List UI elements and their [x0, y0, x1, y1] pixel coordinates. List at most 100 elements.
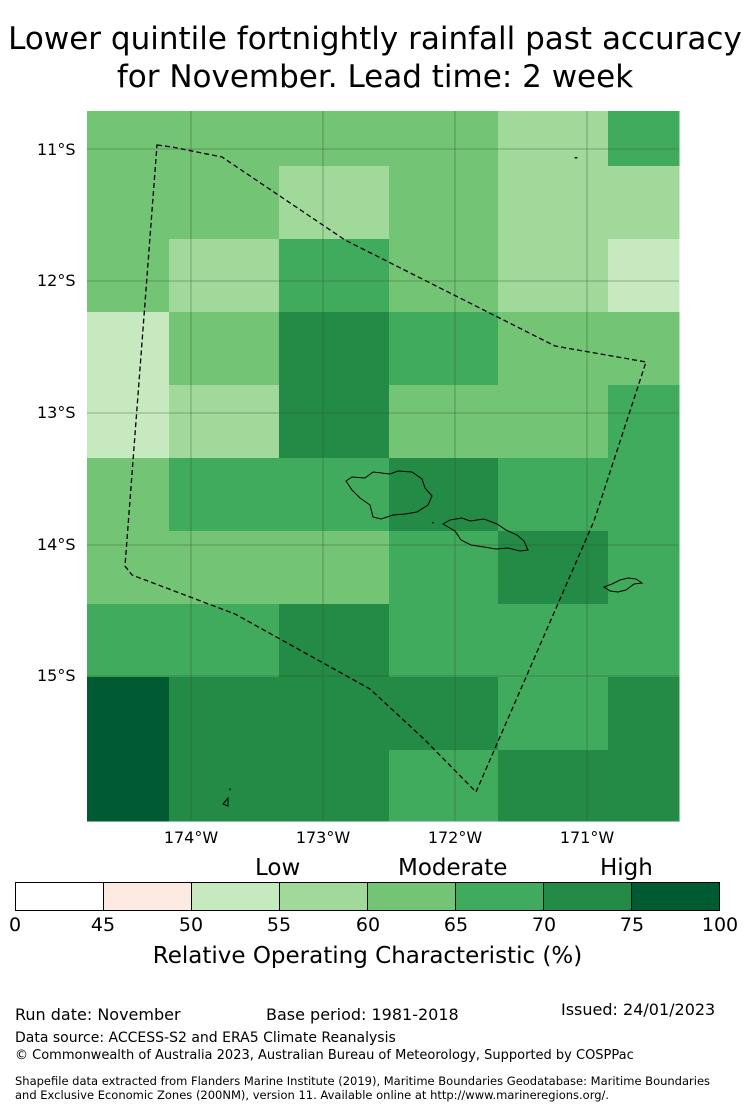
grid-cell [169, 604, 280, 678]
colorbar-segment [280, 883, 368, 910]
upolu-island [442, 517, 529, 552]
grid-cell [279, 458, 390, 532]
grid-cell [608, 312, 680, 386]
grid-cell [498, 385, 609, 459]
grid-cell [498, 750, 609, 822]
grid-cells [87, 111, 680, 822]
grid-cell [389, 239, 499, 313]
colorbar-tick-0: 0 [8, 914, 22, 936]
grid-cell [498, 458, 609, 532]
colorbar-segment [368, 883, 456, 910]
legend-category-moderate: Moderate [398, 855, 508, 881]
grid-cell [279, 312, 390, 386]
colorbar-tick-75: 75 [619, 914, 645, 936]
grid-cell [608, 750, 680, 822]
shapefile-credit-line-2: and Exclusive Economic Zones (200NM), ve… [15, 1088, 610, 1102]
grid-cell [279, 111, 390, 167]
grid-cell [498, 531, 609, 605]
grid-cell [498, 604, 609, 678]
grid-cell [169, 531, 280, 605]
lon-label-171: 171°W [559, 828, 615, 847]
tutuila-island [602, 577, 644, 593]
grid-cell [608, 239, 680, 313]
grid-cell [608, 111, 680, 167]
grid-cell [169, 111, 280, 167]
grid-cell [608, 604, 680, 678]
grid-cell [498, 111, 609, 167]
colorbar-segment [16, 883, 104, 910]
grid-cell [279, 166, 390, 240]
grid-cell [389, 166, 499, 240]
colorbar-tick-50: 50 [178, 914, 204, 936]
colorbar-segment [104, 883, 192, 910]
grid-cell [608, 677, 680, 751]
grid-cell [169, 239, 280, 313]
grid-cell [389, 111, 499, 167]
grid-cell [87, 239, 170, 313]
data-source: Data source: ACCESS-S2 and ERA5 Climate … [15, 1030, 396, 1046]
grid-cell [608, 166, 680, 240]
legend-category-high: High [600, 855, 653, 881]
islet-south [222, 796, 229, 807]
grid-cell [498, 312, 609, 386]
grid-cell [87, 750, 170, 822]
grid-cell [87, 312, 170, 386]
issued-date: Issued: 24/01/2023 [561, 1000, 716, 1019]
grid-cell [169, 385, 280, 459]
lon-label-173: 173°W [295, 828, 351, 847]
colorbar-segment [456, 883, 544, 910]
run-date: Run date: November [15, 1005, 181, 1024]
grid-cell [169, 677, 280, 751]
lat-label-12: 12°S [37, 271, 76, 290]
grid-cell [87, 604, 170, 678]
colorbar [15, 882, 720, 911]
colorbar-segment [192, 883, 280, 910]
grid-cell [608, 531, 680, 605]
lat-label-14: 14°S [37, 535, 76, 554]
grid-cell [169, 458, 280, 532]
lat-label-11: 11°S [37, 140, 76, 159]
grid-cell [87, 111, 170, 167]
grid-cell [498, 239, 609, 313]
grid-cell [608, 458, 680, 532]
grid-cell [498, 677, 609, 751]
grid-cell [279, 604, 390, 678]
colorbar-segment [632, 883, 719, 910]
copyright: © Commonwealth of Australia 2023, Austra… [15, 1048, 634, 1063]
grid-cell [279, 677, 390, 751]
grid-cell [169, 750, 280, 822]
grid-cell [389, 312, 499, 386]
grid-cell [279, 531, 390, 605]
islet-east [432, 522, 434, 524]
grid-cell [608, 385, 680, 459]
colorbar-tick-100: 100 [701, 914, 739, 936]
grid-cell [389, 750, 499, 822]
savaii-island [345, 470, 433, 520]
colorbar-label: Relative Operating Characteristic (%) [152, 943, 583, 969]
grid-cell [87, 385, 170, 459]
grid-cell [87, 166, 170, 240]
map-title: Lower quintile fortnightly rainfall past… [0, 20, 750, 96]
lat-label-15: 15°S [37, 666, 76, 685]
grid-cell [389, 677, 499, 751]
grid-cell [87, 531, 170, 605]
graticule [87, 111, 679, 821]
rainfall-accuracy-map [87, 111, 680, 822]
grid-cell [279, 750, 390, 822]
colorbar-segment [544, 883, 632, 910]
grid-cell [498, 166, 609, 240]
colorbar-tick-55: 55 [266, 914, 292, 936]
colorbar-tick-45: 45 [90, 914, 116, 936]
colorbar-tick-70: 70 [531, 914, 557, 936]
base-period: Base period: 1981-2018 [266, 1005, 459, 1024]
title-line-2: for November. Lead time: 2 week [116, 59, 634, 95]
lon-label-174: 174°W [163, 828, 219, 847]
islet-south-2 [229, 788, 231, 791]
grid-cell [279, 239, 390, 313]
lat-label-13: 13°S [37, 403, 76, 422]
grid-cell [389, 385, 499, 459]
eez-boundary [124, 144, 647, 794]
colorbar-tick-60: 60 [355, 914, 381, 936]
shapefile-credit-line-1: Shapefile data extracted from Flanders M… [15, 1074, 711, 1088]
title-line-1: Lower quintile fortnightly rainfall past… [8, 21, 742, 57]
